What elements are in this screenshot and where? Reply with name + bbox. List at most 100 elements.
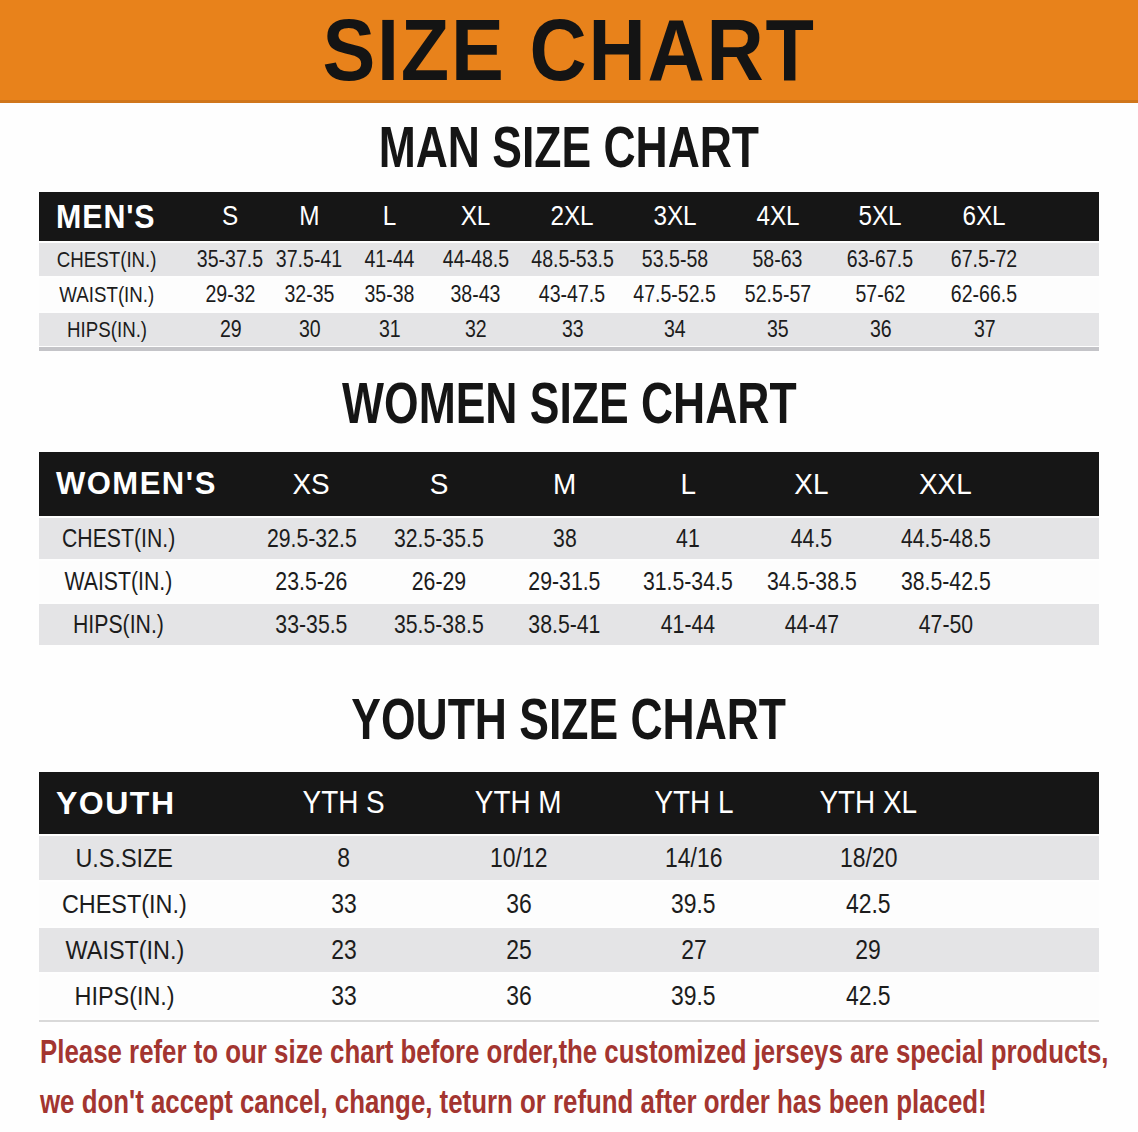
men-header-size-cell: 3XL	[623, 192, 727, 241]
women-value-cell: 44-47	[749, 604, 874, 645]
women-value-cell: 47-50	[874, 604, 1017, 645]
women-value-cell: 29.5-32.5	[248, 518, 375, 559]
women-row-label: HIPS(IN.)	[39, 604, 248, 645]
men-value-cell: 62-66.5	[932, 278, 1037, 311]
women-value-cell: 38.5-42.5	[874, 561, 1017, 602]
women-header-size-cell: XL	[749, 452, 874, 516]
men-header-size-cell: 2XL	[522, 192, 623, 241]
youth-section-heading: YOUTH SIZE CHART	[0, 692, 1138, 747]
women-row-label: WAIST(IN.)	[39, 561, 248, 602]
men-value-cell: 58-63	[727, 243, 829, 276]
youth-size-table: YOUTHYTH SYTH MYTH LYTH XLU.S.SIZE810/12…	[39, 772, 1099, 1022]
women-value-cell: 41-44	[627, 604, 749, 645]
men-value-cell: 67.5-72	[932, 243, 1037, 276]
women-header-size-cell: M	[502, 452, 627, 516]
women-value-cell: 26-29	[375, 561, 502, 602]
men-header-size-cell: 4XL	[727, 192, 829, 241]
women-header-label: WOMEN'S	[39, 452, 248, 516]
men-value-cell: 52.5-57	[727, 278, 829, 311]
men-header-size-cell: 5XL	[829, 192, 932, 241]
women-header-size-cell: XXL	[874, 452, 1017, 516]
youth-header-size-cell: YTH S	[256, 772, 431, 834]
men-header-size-cell: L	[349, 192, 430, 241]
youth-value-cell: 29	[781, 928, 956, 972]
youth-value-cell: 42.5	[781, 974, 956, 1018]
men-header-row: MEN'SSMLXL2XL3XL4XL5XL6XL	[39, 192, 1099, 241]
men-data-row: CHEST(IN.)35-37.537.5-4141-4444-48.548.5…	[39, 243, 1099, 276]
banner: SIZE CHART	[0, 0, 1138, 103]
men-value-cell: 37.5-41	[270, 243, 349, 276]
men-value-cell: 32-35	[270, 278, 349, 311]
youth-data-row: WAIST(IN.)23252729	[39, 928, 1099, 972]
men-data-row: HIPS(IN.)293031323334353637	[39, 313, 1099, 346]
men-header-label: MEN'S	[39, 192, 191, 241]
youth-value-cell: 23	[256, 928, 431, 972]
youth-data-row: HIPS(IN.)333639.542.5	[39, 974, 1099, 1018]
women-size-table: WOMEN'SXSSMLXLXXLCHEST(IN.)29.5-32.532.5…	[39, 452, 1099, 645]
women-data-row: WAIST(IN.)23.5-2626-2929-31.531.5-34.534…	[39, 561, 1099, 602]
youth-value-cell: 25	[431, 928, 606, 972]
youth-data-row: CHEST(IN.)333639.542.5	[39, 882, 1099, 926]
men-value-cell: 41-44	[349, 243, 430, 276]
youth-row-label: HIPS(IN.)	[39, 974, 256, 1018]
women-value-cell: 33-35.5	[248, 604, 375, 645]
men-value-cell: 35-38	[349, 278, 430, 311]
men-value-cell: 44-48.5	[430, 243, 522, 276]
women-value-cell: 32.5-35.5	[375, 518, 502, 559]
men-section-heading: MAN SIZE CHART	[0, 120, 1138, 175]
women-value-cell: 38.5-41	[502, 604, 627, 645]
women-value-cell: 35.5-38.5	[375, 604, 502, 645]
women-value-cell: 38	[502, 518, 627, 559]
women-section-heading: WOMEN SIZE CHART	[0, 376, 1138, 431]
women-value-cell: 29-31.5	[502, 561, 627, 602]
men-value-cell: 29	[191, 313, 270, 346]
men-value-cell: 33	[522, 313, 623, 346]
men-value-cell: 43-47.5	[522, 278, 623, 311]
youth-value-cell: 8	[256, 836, 431, 880]
women-data-row: HIPS(IN.)33-35.535.5-38.538.5-4141-4444-…	[39, 604, 1099, 645]
youth-header-size-cell: YTH M	[431, 772, 606, 834]
youth-value-cell: 27	[606, 928, 781, 972]
youth-header-size-cell: YTH L	[606, 772, 781, 834]
youth-row-label: U.S.SIZE	[39, 836, 256, 880]
notice-line-2: we don't accept cancel, change, teturn o…	[40, 1076, 1138, 1126]
men-value-cell: 53.5-58	[623, 243, 727, 276]
men-value-cell: 31	[349, 313, 430, 346]
youth-value-cell: 36	[431, 882, 606, 926]
notice-line-1: Please refer to our size chart before or…	[40, 1026, 1138, 1076]
women-data-row: CHEST(IN.)29.5-32.532.5-35.5384144.544.5…	[39, 518, 1099, 559]
youth-value-cell: 39.5	[606, 974, 781, 1018]
youth-value-cell: 10/12	[431, 836, 606, 880]
men-row-label: HIPS(IN.)	[39, 313, 191, 346]
women-header-size-cell: L	[627, 452, 749, 516]
banner-title: SIZE CHART	[322, 0, 815, 101]
men-value-cell: 47.5-52.5	[623, 278, 727, 311]
men-header-size-cell: XL	[430, 192, 522, 241]
women-header-row: WOMEN'SXSSMLXLXXL	[39, 452, 1099, 516]
men-value-cell: 29-32	[191, 278, 270, 311]
men-size-table: MEN'SSMLXL2XL3XL4XL5XL6XLCHEST(IN.)35-37…	[39, 192, 1099, 351]
women-header-size-cell: S	[375, 452, 502, 516]
men-value-cell: 63-67.5	[829, 243, 932, 276]
youth-header-label: YOUTH	[39, 772, 256, 834]
men-value-cell: 57-62	[829, 278, 932, 311]
women-value-cell: 44.5-48.5	[874, 518, 1017, 559]
size-chart-page: SIZE CHART MAN SIZE CHART MEN'SSMLXL2XL3…	[0, 0, 1138, 1132]
youth-header-row: YOUTHYTH SYTH MYTH LYTH XL	[39, 772, 1099, 834]
men-header-size-cell: 6XL	[932, 192, 1037, 241]
men-row-label: WAIST(IN.)	[39, 278, 191, 311]
youth-row-label: WAIST(IN.)	[39, 928, 256, 972]
youth-value-cell: 36	[431, 974, 606, 1018]
women-value-cell: 41	[627, 518, 749, 559]
men-value-cell: 37	[932, 313, 1037, 346]
men-header-size-cell: S	[191, 192, 270, 241]
men-value-cell: 35-37.5	[191, 243, 270, 276]
footer-notice: Please refer to our size chart before or…	[0, 1026, 1138, 1126]
youth-value-cell: 33	[256, 974, 431, 1018]
men-value-cell: 32	[430, 313, 522, 346]
youth-row-label: CHEST(IN.)	[39, 882, 256, 926]
men-value-cell: 34	[623, 313, 727, 346]
men-value-cell: 30	[270, 313, 349, 346]
men-value-cell: 36	[829, 313, 932, 346]
youth-value-cell: 39.5	[606, 882, 781, 926]
